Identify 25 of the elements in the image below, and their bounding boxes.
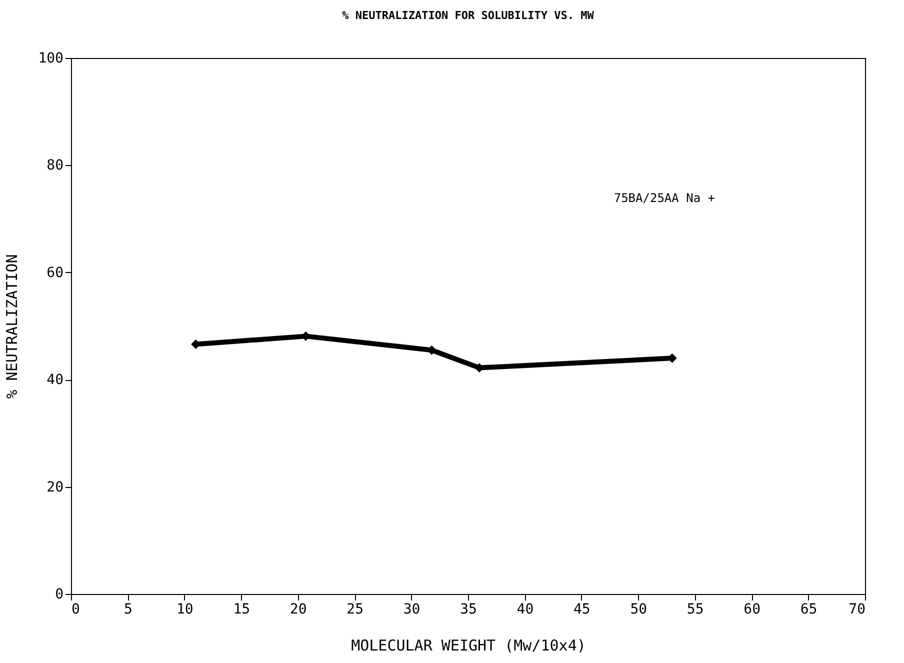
x-tick-label: 10 [176,602,194,618]
chart-title: % NEUTRALIZATION FOR SOLUBILITY VS. MW [342,9,594,22]
y-tick-label: 40 [46,372,64,388]
x-tick-label: 25 [346,602,364,618]
text: 75BA/25AA Na + [614,191,715,205]
x-tick-label: 70 [848,602,866,618]
x-tick-label: 45 [574,602,590,618]
x-tick-label: 30 [403,602,420,618]
x-tick-label: 15 [233,602,250,618]
x-tick-label: 65 [800,602,818,618]
y-tick-label: 60 [46,264,64,281]
y-tick-label: 80 [46,158,64,174]
x-tick-label: 40 [516,602,534,618]
x-tick-label: 55 [686,602,704,618]
y-axis-title: % NEUTRALIZATION [3,254,22,399]
x-tick-label: 60 [744,602,760,618]
y-tick-label: 20 [46,479,64,496]
x-tick-label: 50 [630,602,648,618]
x-tick-label: 5 [124,602,132,618]
x-tick-label: 35 [460,602,477,618]
y-tick-label: 100 [38,50,64,66]
x-axis-title: MOLECULAR WEIGHT (Mw/10x4) [351,636,586,654]
x-tick-label: 0 [72,602,80,618]
y-tick-label: 0 [55,586,64,602]
x-tick-label: 20 [290,602,307,618]
